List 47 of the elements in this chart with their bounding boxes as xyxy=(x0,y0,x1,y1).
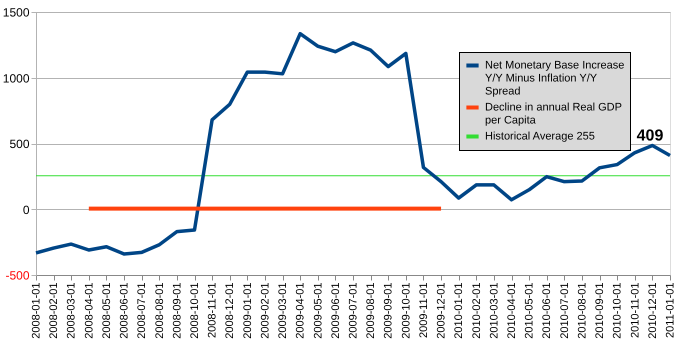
x-tick-label: 2009-10-01 xyxy=(400,282,412,339)
x-tick-label: 2009-12-01 xyxy=(436,282,448,339)
x-tick-label: 2009-03-01 xyxy=(277,282,290,339)
line-series xyxy=(34,32,672,256)
x-tick-label: 2010-09-01 xyxy=(594,282,606,339)
annotation: 409 xyxy=(636,127,664,144)
x-tick-label: 2009-02-01 xyxy=(259,282,272,339)
x-tick-label: 2008-09-01 xyxy=(171,282,184,339)
y-tick-label: 1500 xyxy=(2,6,30,20)
x-tick-label: 2009-07-01 xyxy=(348,282,360,339)
x-tick-label: 2010-10-01 xyxy=(612,282,624,339)
legend-label: Historical Average 255 xyxy=(485,130,595,142)
x-tick-label: 2010-01-01 xyxy=(453,282,466,339)
x-tick-label: 2010-07-01 xyxy=(558,282,571,339)
x-tick-label: 2008-06-01 xyxy=(118,282,131,339)
x-tick-label: 2011-01-01 xyxy=(664,282,676,338)
y-tick-label: -500 xyxy=(5,268,30,282)
x-tick-label: 2008-11-01 xyxy=(206,282,219,338)
x-tick-label: 2010-04-01 xyxy=(506,282,518,339)
x-tick-label: 2010-06-01 xyxy=(541,282,554,339)
legend-label: Net Monetary Base Increase Y/Y Minus Inflation Y/Y Spread xyxy=(485,60,624,98)
x-tick-label: 2008-07-01 xyxy=(136,282,148,339)
x-tick-label: 2010-02-01 xyxy=(470,282,483,339)
x-tick-label: 2010-03-01 xyxy=(488,282,500,339)
x-tick-label: 2009-01-01 xyxy=(242,282,254,339)
y-tick-label: 0 xyxy=(22,202,30,217)
legend-label: Decline in annual Real GDP per Capita xyxy=(485,102,622,126)
x-tick-label: 2009-09-01 xyxy=(382,282,395,339)
x-tick-label: 2008-08-01 xyxy=(154,282,166,339)
x-tick-label: 2008-01-01 xyxy=(30,282,42,339)
x-tick-label: 2010-08-01 xyxy=(576,282,588,339)
x-tick-label: 2009-05-01 xyxy=(312,282,324,339)
x-tick-label: 2009-06-01 xyxy=(330,282,342,339)
x-tick-label: 2008-10-01 xyxy=(189,282,201,339)
x-tick-label: 2008-04-01 xyxy=(83,282,96,339)
x-tick-label: 2010-12-01 xyxy=(646,282,659,339)
x-tick-label: 2008-02-01 xyxy=(48,282,60,339)
x-tick-label: 2008-03-01 xyxy=(66,282,78,339)
x-tick-label: 2010-05-01 xyxy=(524,282,536,339)
x-tick-label: 2009-08-01 xyxy=(365,282,378,339)
x-tick-label: 2009-11-01 xyxy=(418,282,430,338)
x-tick-label: 2008-12-01 xyxy=(224,282,236,339)
x-tick-label: 2008-05-01 xyxy=(100,282,113,339)
y-tick-label: 500 xyxy=(9,137,30,151)
y-tick-label: 1000 xyxy=(2,71,30,86)
x-tick-label: 2009-04-01 xyxy=(294,282,307,339)
x-tick-label: 2010-11-01 xyxy=(629,282,642,338)
